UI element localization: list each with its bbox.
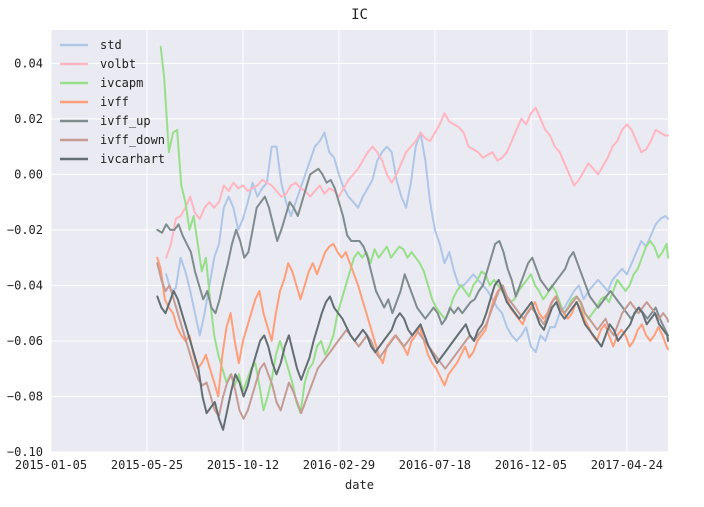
x-tick-label: 2016-07-18 [399,458,471,472]
legend-label: volbt [100,57,136,71]
legend-item-std[interactable]: std [60,38,122,52]
series-line-ivff-up [156,167,669,337]
x-tick-label: 2016-12-05 [495,458,567,472]
y-tick-label: 0.04 [14,56,43,70]
x-tick-label: 2016-02-29 [303,458,375,472]
legend-label: ivcapm [100,76,143,90]
legend-label: ivff [100,95,129,109]
legend[interactable]: std volbt ivcapm ivff ivff_up ivff_downivcarh… [60,38,165,166]
axes: 0.040.020.00−0.02−0.04−0.06−0.08−0.10201… [7,56,663,472]
series-lines [156,45,669,431]
y-tick-label: −0.08 [7,389,43,403]
x-tick-label: 2015-05-25 [111,458,183,472]
y-tick-label: 0.00 [14,167,43,181]
legend-item-ivff-up[interactable]: ivff_up [60,114,151,128]
gridlines [50,30,668,453]
legend-item-ivcapm[interactable]: ivcapm [60,76,143,90]
y-tick-label: −0.06 [7,334,43,348]
y-tick-label: −0.10 [7,445,43,459]
x-axis-label: date [345,478,374,492]
legend-item-ivff[interactable]: ivff [60,95,129,109]
y-tick-label: −0.02 [7,223,43,237]
y-tick-label: 0.02 [14,112,43,126]
x-tick-label: 2015-10-12 [207,458,279,472]
series-line-ivff [156,242,669,398]
x-tick-label: 2017-04-24 [591,458,663,472]
legend-label: ivff_down [100,133,165,147]
y-tick-label: −0.04 [7,278,43,292]
x-tick-label: 2015-01-05 [15,458,87,472]
chart-title: IC [351,7,368,23]
series-line-std [165,131,669,354]
series-line-volbt [165,106,669,259]
legend-item-volbt[interactable]: volbt [60,57,136,71]
legend-label: ivff_up [100,114,151,128]
legend-label: std [100,38,122,52]
legend-item-ivff-down[interactable]: ivff_down [60,133,165,147]
legend-label: ivcarhart [100,152,165,166]
series-line-ivcarhart [156,278,669,431]
legend-item-ivcarhart[interactable]: ivcarhart [60,152,165,166]
